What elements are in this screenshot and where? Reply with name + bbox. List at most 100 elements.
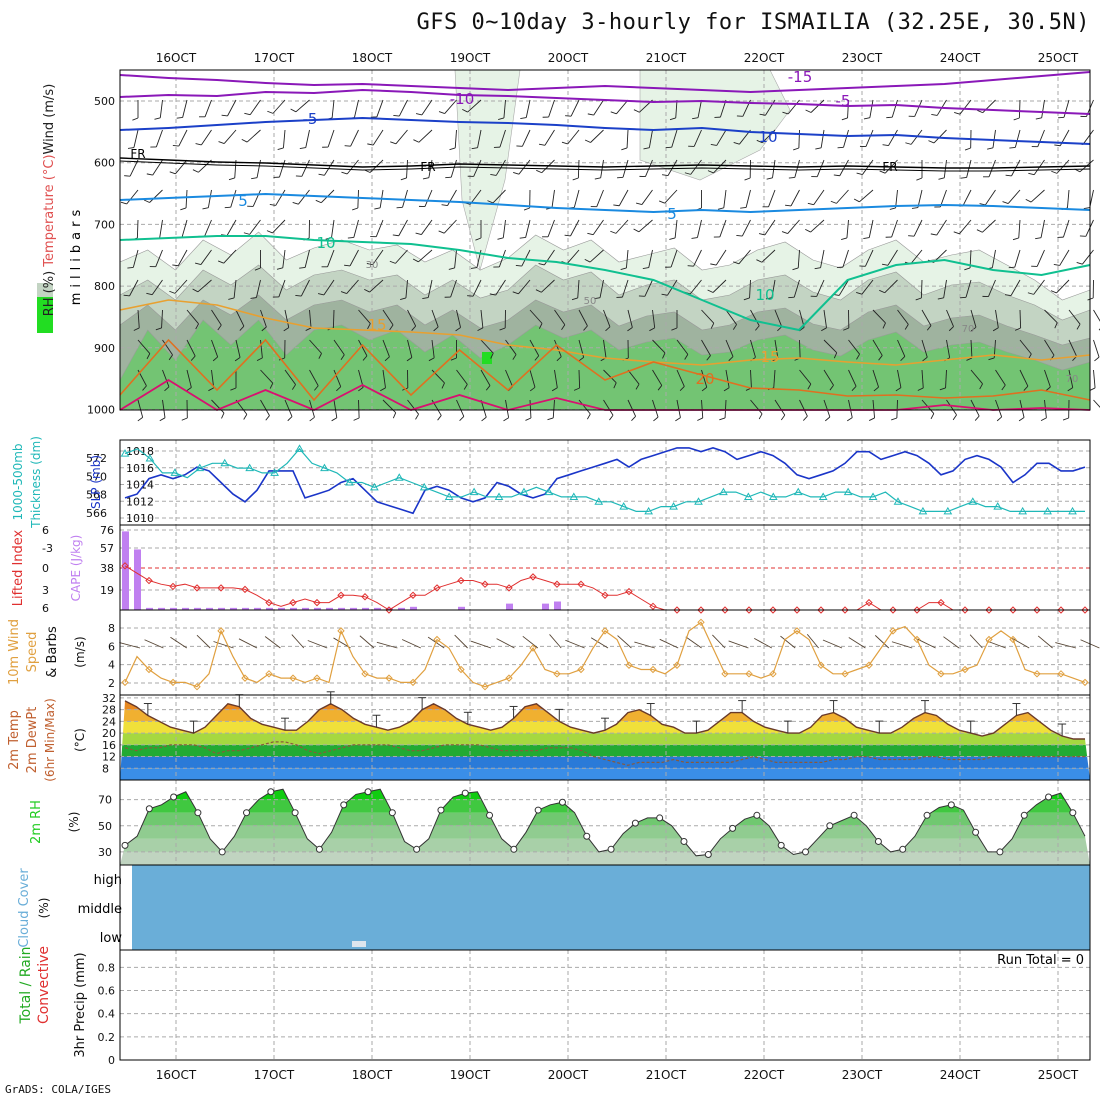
wind-barb — [332, 309, 335, 329]
temp-tick-label: 12 — [102, 751, 116, 764]
wind-barb — [603, 339, 607, 358]
rh-max-cell — [482, 352, 492, 364]
thickness-marker — [245, 463, 255, 472]
wind-barb-flag — [127, 147, 135, 149]
wind-barb — [554, 309, 566, 326]
top-date-label: 20OCT — [548, 51, 589, 65]
wind-barb — [272, 99, 286, 114]
rh-marker — [729, 824, 737, 832]
wind-barb — [350, 129, 359, 147]
wind-barb — [186, 369, 192, 388]
wind-barb-flag — [756, 259, 763, 263]
rh-marker — [364, 788, 372, 796]
wind-barb-flag — [241, 138, 248, 143]
wind-speed-marker — [745, 670, 753, 678]
wind-barb-flag — [132, 117, 139, 121]
lifted-index-marker — [409, 591, 417, 599]
wind-barb — [1044, 309, 1058, 324]
wind10m-barb — [634, 641, 655, 649]
wind-barb — [864, 249, 874, 267]
wind-barb — [233, 279, 237, 298]
lifted-index-marker — [313, 598, 321, 607]
wind-barb-flag — [930, 413, 935, 420]
wind10m-barb — [376, 641, 398, 649]
axis-label-part: 2m DewPt — [25, 707, 40, 774]
rh-marker — [340, 801, 348, 809]
wind-barb — [891, 99, 898, 118]
lifted-index-marker — [169, 582, 177, 591]
wind-barb-flag — [821, 327, 827, 332]
wind-barb-flag — [1076, 323, 1081, 330]
wind-barb-flag — [758, 413, 763, 420]
wind-speed-marker — [577, 665, 585, 674]
wind-tick-label: 2 — [108, 677, 115, 690]
wind-barb — [995, 309, 999, 328]
wind-barb-flag — [513, 172, 520, 175]
wind10m-barb — [943, 636, 960, 649]
wind-barb — [982, 219, 996, 233]
wind-barb-flag — [710, 143, 717, 146]
wind-barb-flag — [164, 386, 170, 392]
top-date-label: 21OCT — [646, 51, 687, 65]
wind-barb — [693, 129, 702, 147]
wind-barb — [966, 159, 972, 178]
cape-tick-label: 38 — [100, 562, 114, 575]
bottom-date-label: 17OCT — [254, 1068, 295, 1082]
wind-barb-flag — [512, 291, 519, 295]
wind-barb — [182, 99, 188, 118]
thickness-marker — [594, 497, 604, 505]
cape-tick-label: 19 — [100, 584, 114, 597]
wind-barb — [943, 279, 947, 298]
wind-barb — [618, 189, 629, 206]
cape-bar — [314, 607, 321, 610]
wind-barb-flag — [277, 147, 284, 151]
axis-label-part: CAPE (J/kg) — [69, 535, 83, 602]
wind-barb — [421, 99, 433, 116]
wind-barb-flag — [470, 267, 478, 269]
wind-barb-flag — [422, 177, 429, 180]
cloud-level-label: middle — [78, 902, 122, 917]
thickness-marker — [444, 492, 454, 500]
wind-barb — [593, 99, 604, 116]
wind-barb-flag — [538, 143, 546, 146]
wind-barb-flag — [347, 236, 354, 239]
wind-barb — [544, 249, 555, 266]
bottom-date-label: 18OCT — [352, 1068, 393, 1082]
temp-tick-label: 32 — [102, 692, 116, 705]
wind-barb-flag — [895, 387, 902, 392]
lifted-index-marker — [889, 606, 897, 614]
wind-barb — [309, 339, 322, 354]
wind-barb-flag — [833, 174, 840, 177]
pressure-tick-label: 1000 — [87, 404, 115, 417]
wind-barb — [200, 249, 212, 265]
wind-barb-flag — [536, 169, 542, 174]
wind-barb — [304, 249, 310, 268]
wind-barb — [129, 279, 139, 297]
wind-barb — [945, 369, 947, 388]
contour-label: 15 — [760, 348, 779, 366]
wind-barb-flag — [928, 140, 935, 144]
axis-label: 1000-500mb — [11, 443, 25, 520]
wind10m-barb — [1055, 642, 1077, 649]
wind-barb-flag — [299, 147, 306, 150]
wind-barb — [774, 339, 779, 358]
wind-barb-flag — [653, 416, 659, 422]
cape-bar — [278, 607, 285, 610]
wind-barb-flag — [960, 177, 967, 179]
lifted-index-marker — [1057, 606, 1065, 614]
wind-barb-flag — [1025, 198, 1032, 203]
wind-barb — [578, 369, 581, 389]
rh-marker — [437, 806, 445, 814]
wind10m-barb — [1011, 637, 1030, 649]
wind-barb-flag — [1035, 117, 1042, 120]
wind-barb-flag — [462, 108, 468, 113]
lifted-tick-label: 0 — [42, 562, 49, 575]
wind-barb-flag — [535, 289, 542, 293]
wind-barb — [159, 99, 163, 118]
isotherm — [119, 116, 1091, 145]
wind-barb-flag — [609, 414, 614, 421]
wind-barb — [888, 129, 898, 146]
thickness-marker — [893, 497, 903, 505]
wind-tick-label: 4 — [108, 659, 115, 672]
wind-barb — [284, 309, 290, 328]
